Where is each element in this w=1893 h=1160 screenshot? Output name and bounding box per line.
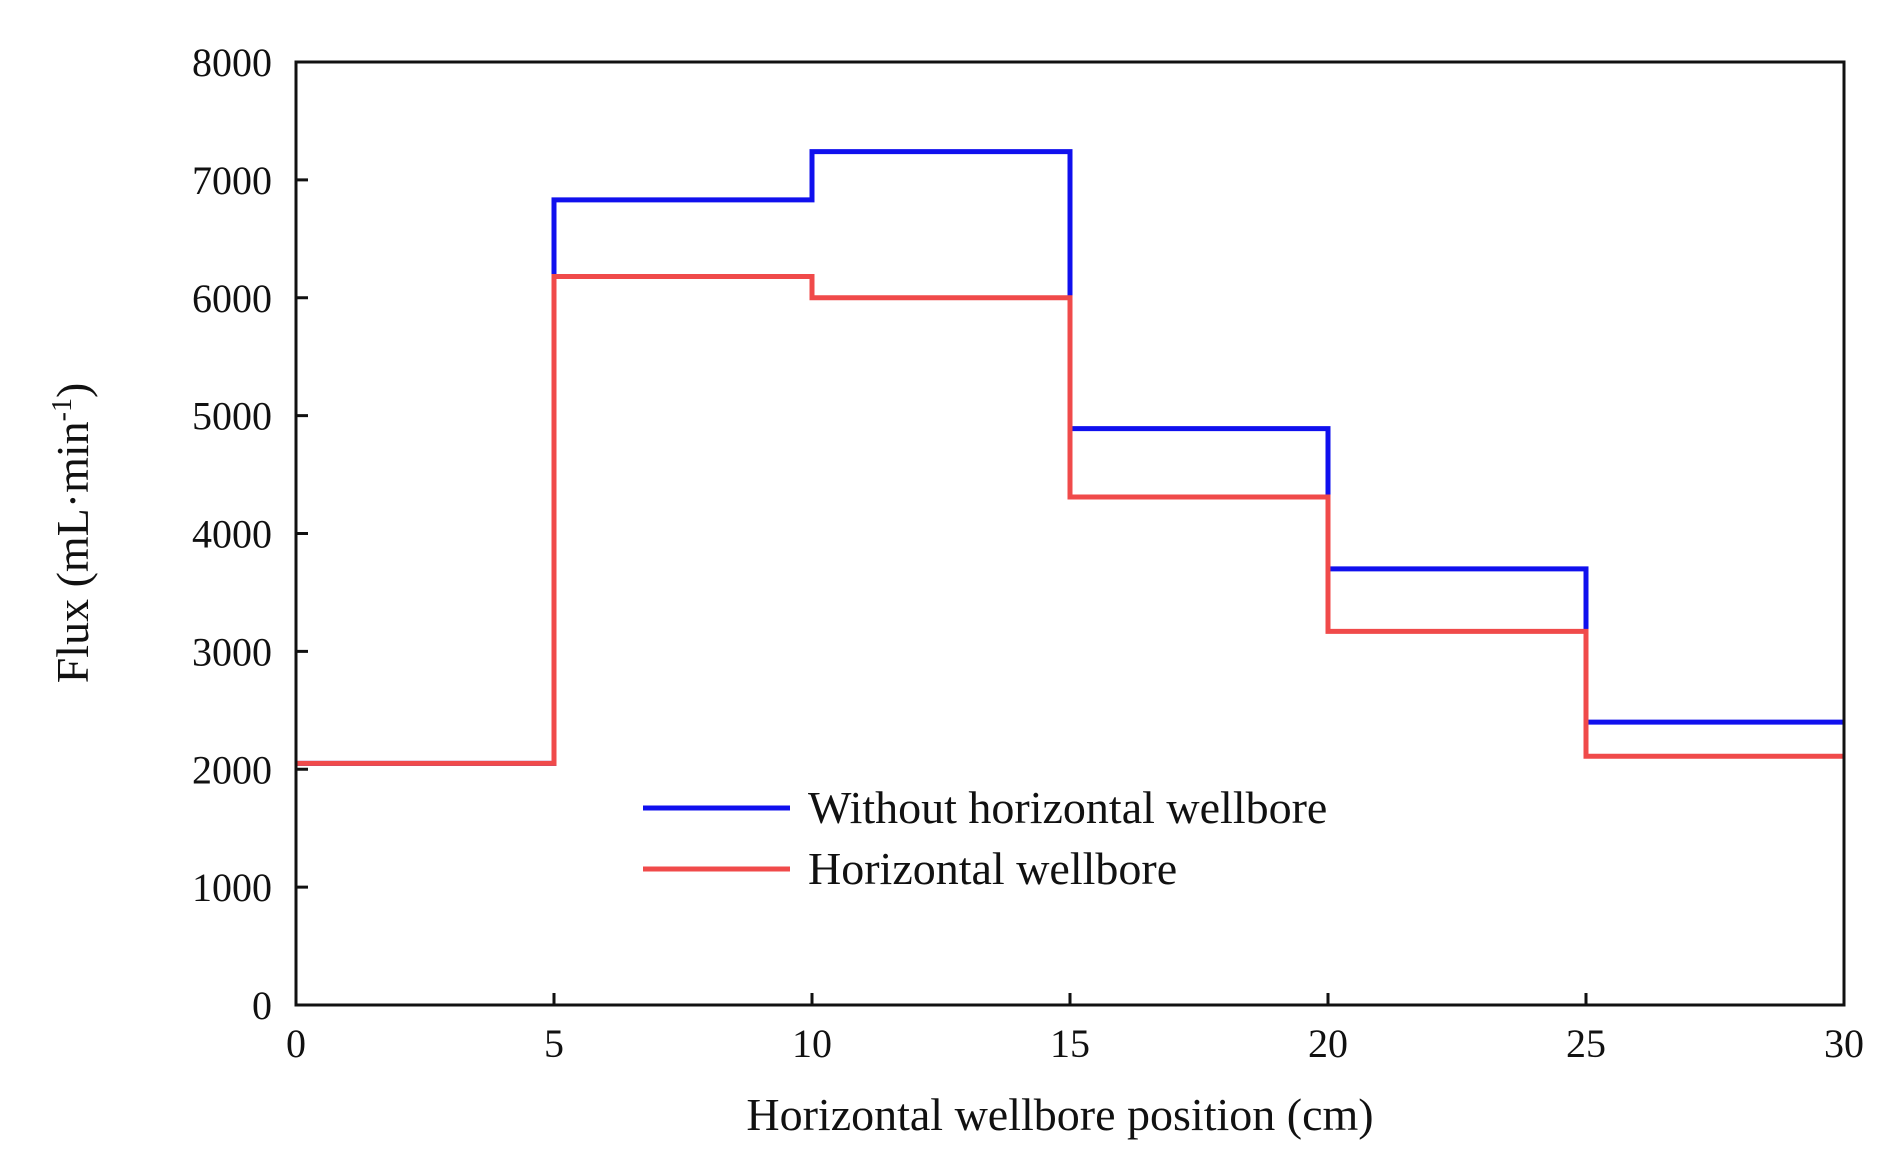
- y-tick-label: 5000: [192, 394, 272, 439]
- x-tick-label: 5: [544, 1021, 564, 1066]
- series-horizontal-wellbore: [296, 274, 1844, 766]
- x-tick-label: 25: [1566, 1021, 1606, 1066]
- x-tick-label: 10: [792, 1021, 832, 1066]
- y-axis-title: Flux (mL·min-1): [47, 383, 98, 684]
- legend-label-without-horizontal-wellbore: Without horizontal wellbore: [808, 782, 1327, 833]
- legend: Without horizontal wellbore Horizontal w…: [643, 782, 1327, 894]
- y-tick-label: 2000: [192, 747, 272, 792]
- series-layer: [296, 149, 1844, 766]
- y-axis-title-main: Flux (mL·min: [47, 421, 98, 683]
- y-tick-label: 0: [252, 983, 272, 1028]
- y-tick-label: 4000: [192, 512, 272, 557]
- x-tick-label: 20: [1308, 1021, 1348, 1066]
- y-axis-title-superscript: -1: [47, 398, 78, 421]
- y-tick-label: 7000: [192, 158, 272, 203]
- x-tick-label: 0: [286, 1021, 306, 1066]
- y-tick-label: 1000: [192, 865, 272, 910]
- x-tick-label: 30: [1824, 1021, 1864, 1066]
- y-axis-title-close: ): [47, 383, 98, 398]
- y-tick-label: 3000: [192, 629, 272, 674]
- y-tick-label: 8000: [192, 40, 272, 85]
- series-line-horizontal-wellbore: [296, 274, 1844, 766]
- x-axis-title: Horizontal wellbore position (cm): [746, 1089, 1373, 1140]
- y-tick-label: 6000: [192, 276, 272, 321]
- x-tick-label: 15: [1050, 1021, 1090, 1066]
- ticks-layer: 0 5 10 15 20 25 30 0 1000 2000 3000 4000 5000 6000 700…: [192, 40, 1864, 1066]
- legend-label-horizontal-wellbore: Horizontal wellbore: [808, 843, 1177, 894]
